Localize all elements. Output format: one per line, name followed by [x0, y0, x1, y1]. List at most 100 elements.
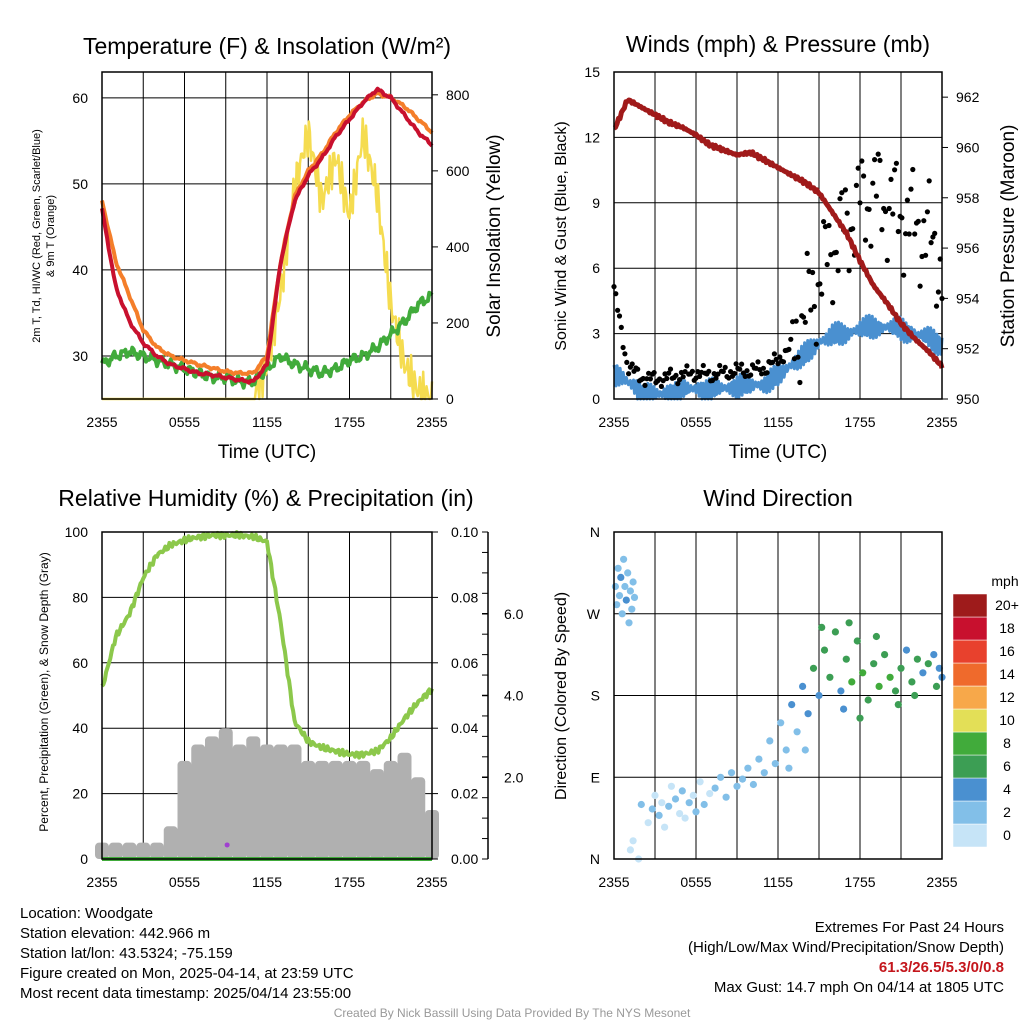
legend-color-box — [952, 731, 988, 756]
wind-direction-point — [875, 682, 883, 691]
precip-y2-tick-label: 0.06 — [451, 655, 478, 671]
gust-point — [642, 382, 648, 388]
wind-direction-grid — [613, 531, 943, 860]
wind-direction-point — [766, 737, 774, 745]
wind-direction-y-tick-label: S — [591, 688, 600, 704]
winds-y-tick-label: 0 — [592, 391, 600, 407]
legend-label: 16 — [999, 643, 1015, 659]
wind-direction-x-tick-label: 1155 — [763, 874, 793, 890]
wind-direction-point — [626, 846, 635, 854]
gust-point — [875, 151, 881, 157]
temperature-y-tick-label: 30 — [72, 348, 88, 364]
temperature-y-axis-label-line1: 2m T, Td, HI/WC (Red, Green, Scarlet/Blu… — [31, 129, 43, 343]
gust-point — [615, 307, 621, 313]
gust-point — [904, 197, 911, 203]
wind-direction-point — [848, 678, 856, 686]
wind-direction-point — [842, 655, 850, 663]
snow-depth-bar — [273, 744, 288, 859]
wind-direction-point — [711, 784, 719, 792]
gust-point — [666, 370, 672, 376]
legend-label: 4 — [1003, 781, 1011, 797]
gust-point — [651, 370, 657, 376]
wind-direction-point — [872, 632, 881, 641]
legend-label: 8 — [1003, 735, 1011, 751]
gust-point — [882, 208, 889, 215]
winds-x-tick-label: 2355 — [926, 414, 957, 430]
humidity-y-tick-label: 0 — [80, 851, 88, 867]
gust-point — [884, 257, 890, 263]
humidity-y-tick-label: 60 — [72, 655, 88, 671]
legend-color-box — [952, 777, 988, 802]
temperature-x-tick-label: 2355 — [86, 414, 117, 430]
gust-point — [624, 359, 630, 365]
wind-direction-point — [809, 664, 818, 672]
snow-depth-bar — [370, 769, 384, 859]
gust-point — [830, 300, 836, 306]
gust-point — [833, 249, 839, 255]
wind-direction-point — [831, 628, 840, 636]
gust-point — [793, 318, 799, 324]
snow-depth-bar — [246, 736, 261, 859]
snow-depth-bar — [191, 744, 206, 859]
legend-label: 18 — [999, 620, 1015, 636]
pressure-y2-tick-label: 960 — [956, 139, 980, 155]
gust-point — [717, 362, 723, 369]
wind-direction-y-axis-label: Direction (Colored By Speed) — [553, 592, 570, 800]
snow-depth-bar — [136, 842, 151, 859]
gust-point — [906, 231, 912, 237]
gust-point — [771, 351, 778, 357]
gust-point — [616, 313, 623, 319]
gust-point — [893, 160, 900, 166]
gust-point — [850, 226, 856, 232]
temperature-y-tick-label: 40 — [72, 262, 88, 278]
gust-point — [910, 166, 916, 173]
pressure-y2-tick-label: 962 — [956, 89, 980, 105]
gust-point — [658, 383, 665, 389]
temperature-2m-line — [100, 86, 434, 385]
legend-color-box — [952, 754, 988, 779]
temperature-y-tick-label: 60 — [72, 90, 88, 106]
precip-y2-tick-label: 0.02 — [451, 786, 478, 802]
wind-direction-point — [897, 664, 905, 672]
wind-direction-point — [661, 823, 669, 831]
wind-direction-point — [717, 773, 725, 781]
wind-direction-point — [648, 805, 656, 813]
snow-depth-bar — [205, 736, 219, 859]
wind-direction-point — [788, 701, 796, 709]
humidity-x-tick-label: 0555 — [169, 874, 200, 890]
gust-point — [811, 303, 818, 310]
winds-y-axis-label: Sonic Wind & Gust (Blue, Black) — [553, 121, 570, 350]
legend-color-box — [952, 639, 988, 664]
wind-direction-point — [777, 719, 785, 727]
winds-frame — [613, 71, 943, 400]
wind-direction-point — [902, 646, 911, 654]
gust-point — [842, 187, 849, 193]
solar-y2-tick-label: 400 — [446, 239, 470, 255]
winds-x-tick-label: 1755 — [844, 414, 875, 430]
wind-direction-point — [658, 799, 666, 807]
gust-point — [800, 314, 807, 320]
wind-direction-point — [913, 655, 922, 663]
winds-axes: 0 3 6 9 12 15 2355 0555 1155 1755 2355 950 952 954 956… — [584, 64, 979, 430]
wind-direction-point — [840, 705, 848, 713]
gust-point — [700, 362, 706, 369]
precip-y2-tick-label: 0.10 — [451, 524, 478, 540]
pressure-y2-tick-label: 958 — [956, 190, 980, 206]
gust-point — [786, 346, 792, 352]
gust-point — [635, 366, 641, 372]
humidity-series — [95, 530, 439, 861]
gust-point — [780, 359, 787, 365]
wind-direction-frame — [613, 531, 943, 860]
wind-direction-point — [629, 837, 637, 845]
snow-depth-bar — [150, 842, 164, 859]
gust-point — [737, 366, 743, 372]
winds-x-tick-label: 1155 — [763, 414, 793, 430]
gust-point — [677, 377, 683, 383]
gust-point — [684, 363, 690, 369]
gust-point — [870, 180, 876, 186]
gust-point — [706, 368, 712, 374]
gust-point — [620, 344, 626, 351]
wind-direction-point — [864, 696, 872, 704]
gust-point — [795, 354, 801, 360]
